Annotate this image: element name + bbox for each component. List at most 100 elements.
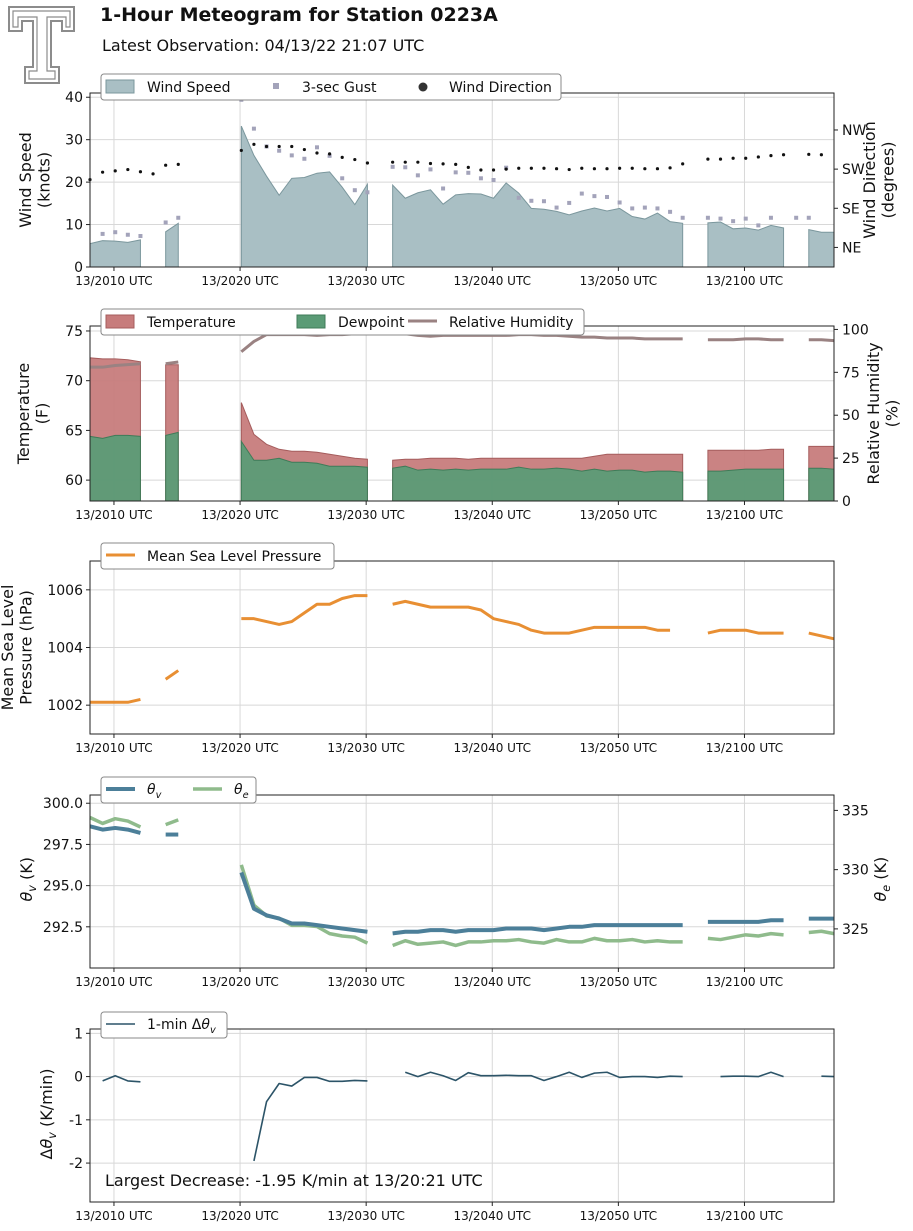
gust-marker bbox=[541, 199, 546, 204]
pressure-line bbox=[90, 697, 141, 704]
wind-direction-marker bbox=[479, 168, 483, 172]
wind-x-tick-label: 13/2030 UTC bbox=[327, 274, 404, 288]
theta-e-line bbox=[808, 929, 835, 936]
wind-direction-marker bbox=[441, 162, 445, 166]
pressure-line bbox=[707, 628, 784, 635]
gust-marker bbox=[163, 220, 168, 225]
wind-direction-marker bbox=[101, 170, 105, 174]
pressure-y-tick-label: 1002 bbox=[47, 698, 83, 714]
dewpoint-area bbox=[89, 434, 141, 502]
temp-y2-tick-label: 0 bbox=[842, 494, 851, 510]
gust-marker bbox=[441, 186, 446, 191]
gust-marker bbox=[138, 234, 143, 239]
theta-v-line bbox=[392, 923, 683, 936]
wind-direction-marker bbox=[164, 163, 168, 167]
gust-marker bbox=[554, 205, 559, 210]
wind-direction-marker bbox=[277, 144, 281, 149]
wind-x-tick-label: 13/2010 UTC bbox=[75, 274, 152, 288]
wind-direction-marker bbox=[769, 154, 773, 158]
legend-wind-direction-label: Wind Direction bbox=[449, 80, 552, 96]
gust-marker bbox=[466, 170, 471, 175]
wind-speed-area bbox=[240, 125, 368, 268]
gust-marker bbox=[718, 216, 723, 221]
temp-y-tick-label: 75 bbox=[65, 324, 83, 340]
wind-direction-marker bbox=[668, 166, 672, 170]
wind-direction-marker bbox=[605, 167, 609, 171]
wind-direction-marker bbox=[403, 160, 407, 164]
gust-marker bbox=[352, 188, 357, 193]
theta-e-axis-label: θe (K) bbox=[871, 857, 893, 902]
dtheta-x-tick-label: 13/2010 UTC bbox=[75, 1209, 152, 1223]
wind-direction-axis-label: Wind Direction(degrees) bbox=[860, 121, 897, 239]
gust-marker bbox=[251, 126, 256, 131]
dtheta-x-tick-label: 13/2040 UTC bbox=[454, 1209, 531, 1223]
gust-marker bbox=[743, 216, 748, 221]
temp-x-tick-label: 13/2100 UTC bbox=[706, 508, 783, 522]
wind-direction-marker bbox=[466, 165, 470, 169]
theta-legend bbox=[100, 776, 257, 804]
wind-direction-marker bbox=[302, 147, 306, 152]
gust-marker bbox=[390, 164, 395, 169]
gust-marker bbox=[794, 215, 799, 220]
dtheta-x-tick-label: 13/2050 UTC bbox=[580, 1209, 657, 1223]
temp-x-tick-label: 13/2020 UTC bbox=[201, 508, 278, 522]
legend-gust-label: 3-sec Gust bbox=[302, 80, 377, 96]
temp-x-tick-label: 13/2050 UTC bbox=[580, 508, 657, 522]
texas-tech-logo bbox=[8, 6, 75, 84]
wind-direction-marker bbox=[340, 155, 344, 159]
pressure-x-tick-label: 13/2050 UTC bbox=[580, 741, 657, 755]
wind-direction-marker bbox=[327, 152, 332, 156]
pressure-axes-frame bbox=[89, 560, 835, 735]
wind-direction-marker bbox=[554, 167, 559, 171]
wind-x-tick-label: 13/2040 UTC bbox=[454, 274, 531, 288]
pressure-line bbox=[808, 631, 835, 641]
gust-marker bbox=[680, 215, 685, 220]
temperature-legend bbox=[100, 308, 585, 336]
theta-y2-tick-label: 335 bbox=[842, 803, 869, 819]
gust-marker bbox=[428, 167, 433, 172]
gust-marker bbox=[113, 230, 118, 235]
relative-humidity-line bbox=[240, 332, 368, 353]
wind-direction-marker bbox=[290, 144, 294, 149]
wind-direction-marker bbox=[428, 161, 433, 166]
wind-direction-marker bbox=[706, 157, 710, 161]
theta-v-line bbox=[239, 871, 368, 934]
wind-x-tick-label: 13/2020 UTC bbox=[201, 274, 278, 288]
wind-direction-marker bbox=[592, 167, 597, 171]
wind-speed-area bbox=[392, 182, 684, 268]
dewpoint-area bbox=[392, 465, 684, 502]
pressure-line bbox=[164, 669, 180, 681]
wind-direction-marker bbox=[529, 166, 533, 170]
wind-direction-marker bbox=[718, 157, 723, 161]
dtheta-y-tick-label: -2 bbox=[69, 1156, 83, 1172]
legend-rh-label: Relative Humidity bbox=[449, 315, 573, 331]
gust-marker bbox=[365, 190, 370, 195]
wind-direction-marker bbox=[416, 160, 420, 164]
legend-pressure-label: Mean Sea Level Pressure bbox=[147, 549, 321, 565]
gust-marker bbox=[327, 153, 332, 158]
theta-e-line bbox=[165, 818, 179, 827]
wind-speed-axis-label: Wind Speed(knots) bbox=[16, 132, 53, 227]
theta-e-line bbox=[239, 864, 369, 945]
relative-humidity-line bbox=[165, 360, 179, 366]
temp-y2-tick-label: 50 bbox=[842, 408, 860, 424]
gust-marker bbox=[806, 215, 811, 220]
wind-direction-marker bbox=[744, 156, 748, 160]
gust-marker bbox=[655, 206, 660, 211]
gust-marker bbox=[277, 148, 282, 153]
legend-delta-theta-label: 1-min Δθv bbox=[147, 1017, 216, 1036]
wind-direction-marker bbox=[542, 166, 546, 170]
temperature-axis-label: Temperature(F) bbox=[14, 363, 51, 465]
temp-y2-tick-label: 25 bbox=[842, 451, 860, 467]
wind-direction-marker bbox=[365, 161, 370, 165]
temp-x-tick-label: 13/2010 UTC bbox=[75, 508, 152, 522]
wind-direction-marker bbox=[807, 152, 811, 156]
dtheta-y-tick-label: 0 bbox=[74, 1070, 83, 1086]
pressure-x-tick-label: 13/2020 UTC bbox=[201, 741, 278, 755]
gust-marker bbox=[516, 195, 521, 200]
wind-y2-tick-label: SE bbox=[842, 201, 860, 217]
delta-theta-legend bbox=[100, 1011, 228, 1039]
dewpoint-area bbox=[240, 439, 368, 502]
wind-speed-area bbox=[89, 239, 141, 268]
